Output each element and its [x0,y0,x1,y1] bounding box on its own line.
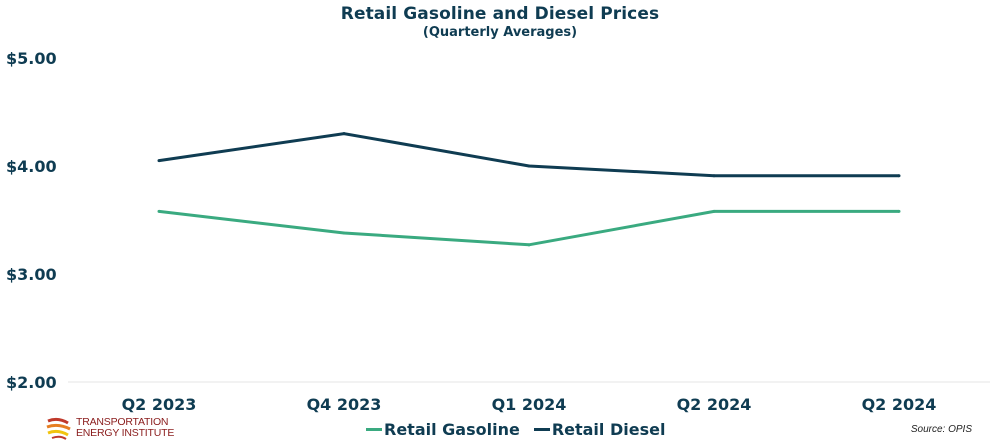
data-point-retail-gasoline [527,243,531,247]
data-point-retail-diesel [157,159,161,163]
legend-label-diesel: Retail Diesel [551,420,666,439]
y-tick-label: $2.00 [6,373,57,392]
data-point-retail-gasoline [897,209,901,213]
data-point-retail-diesel [712,174,716,178]
logo-line-1: TRANSPORTATION [76,416,169,428]
legend-swatch-diesel [533,428,550,431]
tei-logo: TRANSPORTATION ENERGY INSTITUTE [46,416,174,440]
legend-label-gasoline: Retail Gasoline [384,420,520,439]
series-group [157,132,901,247]
data-point-retail-diesel [342,132,346,136]
y-tick-label: $4.00 [6,157,57,176]
legend: Retail Gasoline Retail Diesel [366,420,665,439]
logo-swoosh-icon [46,417,71,440]
x-tick-label: Q4 2023 [307,395,382,414]
series-line-retail-diesel [158,132,899,178]
source-note: Source: OPIS [910,424,972,435]
chart-title: Retail Gasoline and Diesel Prices [340,4,660,24]
x-tick-label: Q2 2024 [862,395,937,414]
legend-item-gasoline: Retail Gasoline [366,420,520,439]
x-tick-label: Q2 2023 [122,395,197,414]
x-tick-label: Q2 2024 [677,395,752,414]
legend-item-diesel: Retail Diesel [533,420,666,439]
y-tick-label: $5.00 [6,49,57,68]
data-point-retail-gasoline [712,209,716,213]
series-line-retail-gasoline [158,209,899,247]
data-point-retail-diesel [527,164,531,168]
y-tick-label: $3.00 [6,265,57,284]
y-axis: $2.00 $3.00 $4.00 $5.00 [6,49,990,392]
data-point-retail-gasoline [157,209,161,213]
logo-line-2: ENERGY INSTITUTE [76,427,175,439]
x-axis: Q2 2023 Q4 2023 Q1 2024 Q2 2024 Q2 2024 [122,395,937,414]
x-tick-label: Q1 2024 [492,395,567,414]
legend-swatch-gasoline [366,428,382,431]
data-point-retail-diesel [897,174,901,178]
chart-subtitle: (Quarterly Averages) [422,25,578,40]
data-point-retail-gasoline [342,231,346,235]
